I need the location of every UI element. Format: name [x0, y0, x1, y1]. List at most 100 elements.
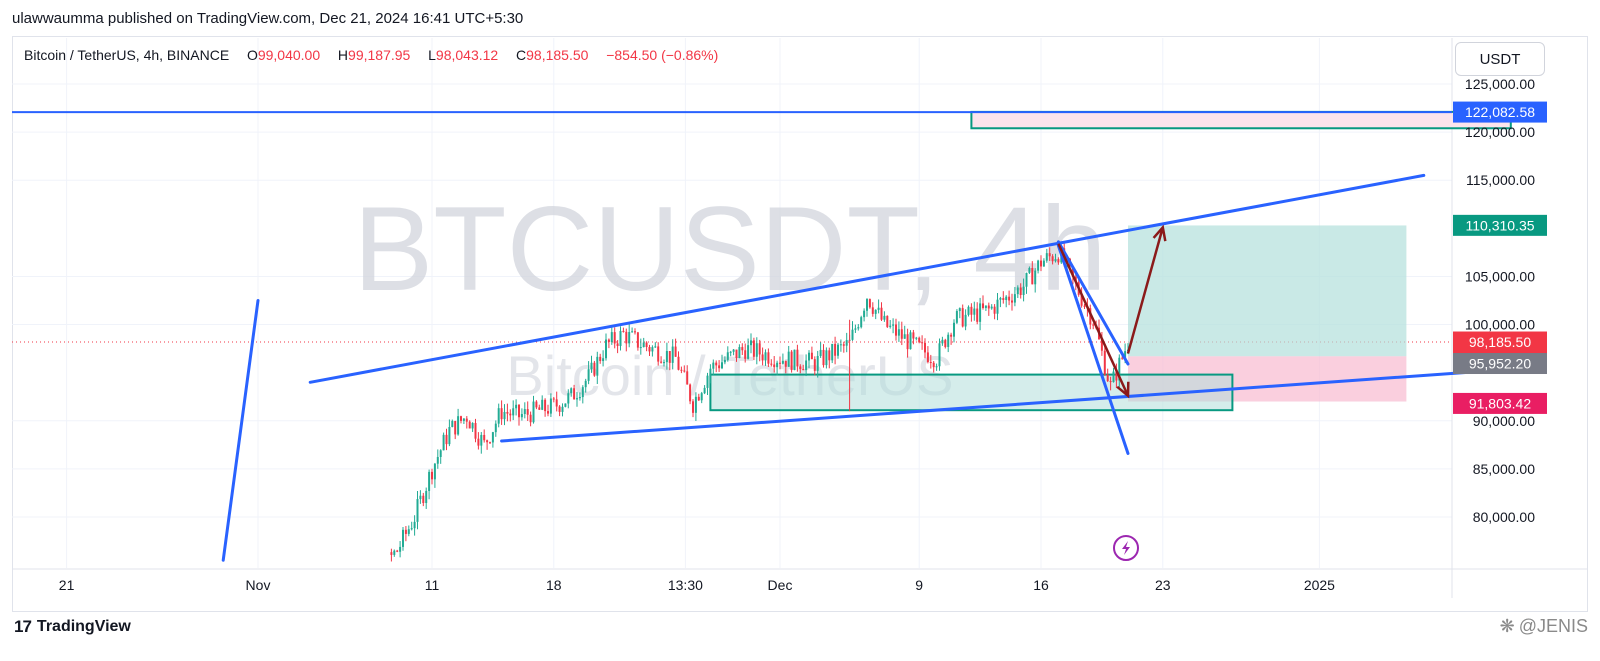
candle-body	[489, 442, 491, 444]
candle-body	[938, 343, 941, 367]
candle-body	[636, 332, 639, 348]
candle-body	[805, 360, 808, 371]
candle-body	[1054, 259, 1057, 262]
candle-body	[454, 420, 457, 435]
time-tick-label: Dec	[768, 577, 793, 593]
candle-body	[428, 471, 431, 491]
candle-body	[526, 409, 529, 415]
candle-body	[593, 362, 596, 376]
time-tick-label: 21	[59, 577, 75, 593]
candle-body	[909, 332, 912, 350]
candle-body	[1071, 266, 1074, 277]
drawings[interactable]	[12, 111, 1478, 562]
price-tag-label: 98,185.50	[1469, 334, 1531, 350]
candle-body	[958, 308, 961, 312]
candle-body	[744, 350, 747, 359]
left-trend-line[interactable]	[221, 299, 260, 562]
candle-body	[442, 434, 445, 451]
candle-body	[402, 529, 404, 547]
candle-body	[532, 401, 535, 423]
candle-body	[709, 368, 712, 376]
tradingview-logo-icon: 17	[14, 617, 32, 636]
price-tag	[1453, 101, 1547, 123]
candle-body	[979, 303, 982, 322]
candle-body	[587, 369, 590, 381]
candle-body	[509, 413, 512, 416]
candle-body	[663, 362, 665, 364]
price-tick-label: 90,000.00	[1473, 413, 1535, 429]
candle-body	[799, 366, 802, 370]
candle-body	[581, 387, 584, 398]
candle-body	[448, 427, 451, 445]
arrow-down[interactable]	[1057, 243, 1130, 397]
watermark-main: BTCUSDT, 4h	[353, 182, 1107, 316]
candle-body	[726, 352, 729, 360]
candle-body	[845, 340, 848, 346]
candle-body	[654, 346, 657, 348]
candle-body	[616, 343, 619, 346]
candle-body	[741, 347, 744, 351]
candle-body	[631, 331, 634, 333]
candle-body	[839, 344, 842, 346]
time-tick-label: 23	[1155, 577, 1171, 593]
candle-body	[535, 401, 538, 408]
candle-body	[671, 346, 674, 363]
candle-body	[422, 495, 425, 504]
candle-body	[520, 414, 523, 418]
candle-body	[642, 342, 645, 348]
candle-body	[819, 349, 822, 356]
publish-line: ulawwaumma published on TradingView.com,…	[12, 10, 524, 27]
candle-body	[1011, 300, 1013, 303]
candle-body	[506, 411, 509, 414]
flash-icon[interactable]	[1113, 535, 1139, 561]
candle-body	[706, 375, 709, 388]
candle-body	[993, 306, 996, 314]
candle-body	[694, 396, 697, 413]
time-tick-label: 16	[1033, 577, 1049, 593]
candle-body	[964, 314, 967, 327]
candle-body	[462, 418, 465, 421]
candle-body	[886, 315, 889, 327]
open-value: 99,040.00	[257, 47, 321, 63]
candle-body	[416, 499, 419, 522]
candle-body	[1045, 253, 1048, 261]
candle-body	[425, 490, 428, 504]
candle-body	[483, 434, 486, 441]
candle-body	[1042, 260, 1045, 267]
candle-body	[900, 329, 903, 339]
wedge-lower-line[interactable]	[1056, 244, 1130, 455]
candle-body	[999, 298, 1002, 300]
position-profit-zone	[1128, 225, 1407, 357]
candle-body	[961, 308, 964, 327]
credit-text: @JENIS	[1518, 616, 1588, 636]
candle-body	[816, 355, 819, 371]
tradingview-footer[interactable]: 17 TradingView	[14, 617, 131, 637]
price-axis[interactable]: 80,000.00 85,000.00 90,000.00 100,000.00 105…	[1465, 76, 1535, 525]
candle-body	[523, 409, 526, 415]
candle-body	[784, 360, 787, 367]
upper-channel-line[interactable]	[308, 173, 1426, 384]
arrow-up-head	[1152, 224, 1167, 242]
wedge-upper-line[interactable]	[1056, 240, 1130, 366]
arrow-down-head	[1116, 381, 1130, 399]
candle-body	[955, 311, 958, 323]
candle-body	[651, 347, 654, 352]
candle-body	[871, 307, 874, 314]
low-label: L	[428, 47, 436, 63]
candle-body	[779, 362, 781, 364]
candle-body	[683, 370, 686, 372]
lower-channel-line[interactable]	[500, 370, 1478, 443]
currency-selector[interactable]: USDT	[1455, 42, 1545, 76]
candle-body	[494, 423, 497, 433]
candle-body	[445, 434, 448, 445]
symbol-legend[interactable]: Bitcoin / TetherUS, 4h, BINANCE O99,040.…	[24, 47, 718, 63]
time-axis[interactable]: 21 Nov 11 18 13:30 Dec 9 16 23 2025	[59, 577, 1335, 593]
candle-body	[431, 471, 433, 480]
demand-zone	[709, 373, 1234, 412]
candle-body	[549, 398, 552, 414]
price-tag-label: 91,803.42	[1469, 395, 1531, 411]
arrow-up[interactable]	[1126, 227, 1165, 354]
candle-body	[648, 346, 651, 352]
candle-body	[813, 359, 816, 371]
